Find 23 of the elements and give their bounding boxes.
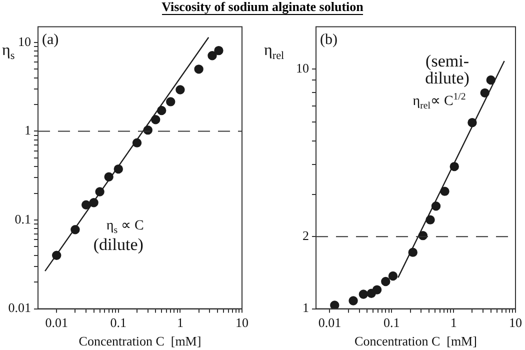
y-tick-label: 0.01: [8, 300, 31, 316]
x-axis-title: Concentration C [mM]: [78, 334, 202, 349]
chart-title: Viscosity of sodium alginate solution: [162, 0, 364, 15]
y-tick-label: 2: [302, 228, 309, 244]
annotation: dilute): [425, 68, 470, 88]
x-tick-label: 0.01: [45, 315, 68, 330]
x-tick-label: 1: [176, 315, 184, 330]
y-tick-label: 0.1: [14, 211, 31, 226]
annotation: (dilute): [93, 234, 144, 254]
annotation: (semi-: [426, 52, 470, 71]
y-tick-label: 10: [296, 60, 309, 76]
x-tick-label: 0.1: [110, 315, 127, 330]
x-tick-label: 10: [509, 315, 522, 330]
x-axis-title: Concentration C [mM]: [354, 334, 477, 349]
y-tick-label: 1: [302, 300, 309, 316]
annotation: (b): [320, 32, 338, 48]
x-tick-label: 1: [450, 315, 457, 330]
x-tick-label: 0.1: [384, 315, 400, 330]
x-tick-label: 10: [236, 315, 248, 330]
annotation: (a): [42, 32, 59, 48]
y-tick-label: 1: [24, 122, 31, 138]
y-tick-label: 10: [18, 34, 31, 49]
x-tick-label: 0.01: [318, 315, 342, 330]
